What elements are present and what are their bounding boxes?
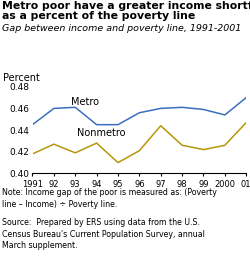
Text: Metro poor have a greater income shortfall: Metro poor have a greater income shortfa… [2,1,250,11]
Text: Gap between income and poverty line, 1991-2001: Gap between income and poverty line, 199… [2,24,242,33]
Text: Percent: Percent [2,73,40,83]
Text: Metro: Metro [71,96,99,107]
Text: Note: Income gap of the poor is measured as: (Poverty
line – Income) ÷ Poverty l: Note: Income gap of the poor is measured… [2,188,218,209]
Text: Nonmetro: Nonmetro [78,128,126,138]
Text: Source:  Prepared by ERS using data from the U.S.
Census Bureau's Current Popula: Source: Prepared by ERS using data from … [2,218,206,250]
Text: as a percent of the poverty line: as a percent of the poverty line [2,11,196,21]
